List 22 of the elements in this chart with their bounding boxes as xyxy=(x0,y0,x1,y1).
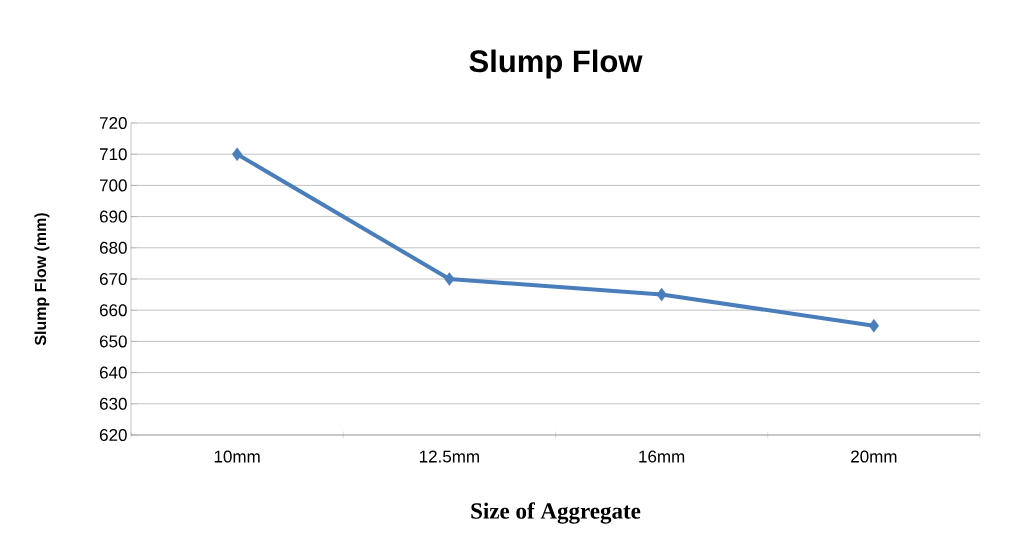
y-tick-label: 650 xyxy=(99,335,127,348)
y-tick-label: 670 xyxy=(99,272,127,286)
y-tick-label: 680 xyxy=(99,241,127,254)
x-axis-title: Size of Aggregate xyxy=(471,502,641,524)
y-tick-label: 690 xyxy=(99,210,127,223)
x-tick-label: 12.5mm xyxy=(419,450,479,463)
y-tick-label: 630 xyxy=(99,397,127,410)
x-tick-label: 16mm xyxy=(639,450,685,463)
x-tick-label: 10mm xyxy=(214,450,260,463)
y-tick-label: 640 xyxy=(99,366,127,379)
point xyxy=(656,287,667,302)
y-axis-title: Slump Flow (mm) xyxy=(34,213,50,346)
y-tick-label: 620 xyxy=(99,428,127,442)
y-tick-label: 710 xyxy=(99,148,127,161)
y-tick-label: 660 xyxy=(99,304,127,317)
y-tick-label: 720 xyxy=(99,116,127,130)
point xyxy=(868,319,879,333)
y-tick-label: 700 xyxy=(99,179,127,192)
x-tick-label: 20mm xyxy=(851,450,897,463)
chart-title: Slump Flow xyxy=(469,49,643,79)
point xyxy=(444,272,455,286)
point xyxy=(232,147,243,161)
